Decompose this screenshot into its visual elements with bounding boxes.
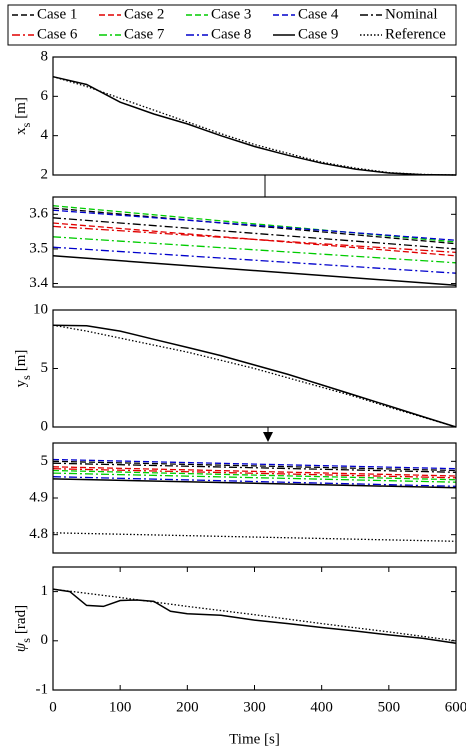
line [52,246,457,274]
legend-label: Case 9 [298,26,338,42]
plot-area [53,57,456,175]
line [52,324,457,428]
y-tick-label: 5 [41,360,49,376]
y-tick-label: 0 [41,418,49,434]
legend-label: Nominal [385,6,438,22]
y-label-symbol: y [13,379,29,387]
line [52,468,457,479]
line [52,205,457,243]
y-tick-label: 3.4 [29,275,48,291]
plot-area [53,197,456,287]
legend-label: Case 7 [124,26,165,42]
x-tick-label: 500 [378,699,401,715]
y-axis-label: ψs [rad] [13,605,32,652]
y-tick-label: 4 [41,127,49,143]
line [52,458,457,470]
line [52,588,457,642]
legend-label: Case 8 [211,26,251,42]
line [52,460,457,472]
legend-label: Case 6 [37,26,78,42]
y-tick-label: 10 [33,301,48,317]
plot-area [53,443,456,553]
y-tick-label: 6 [41,88,49,104]
line [52,236,457,264]
line [52,478,457,489]
line [52,222,457,257]
y-label-unit: [rad] [13,605,29,634]
plot-frame [52,566,457,691]
line [52,225,457,254]
y-label-unit: [m] [13,350,29,372]
y-label-subscript: s [19,638,33,643]
x-tick-label: 600 [445,699,466,715]
legend-label: Case 3 [211,6,251,22]
plot-area [53,310,456,427]
y-label-symbol: ψ [13,642,29,652]
y-tick-label: 0 [41,632,49,648]
x-tick-label: 100 [109,699,132,715]
legend-label: Reference [385,26,446,42]
legend-label: Case 2 [124,6,164,22]
line [52,462,457,473]
y-label-subscript: s [19,375,33,380]
plot-frame [52,56,457,176]
plot-area [53,567,456,690]
y-axis-label: xs [m] [13,97,32,135]
y-axis-label: ys [m] [13,350,32,388]
line [52,469,457,481]
line [52,217,457,250]
y-tick-label: 3.5 [29,240,48,256]
y-tick-label: -1 [36,681,49,697]
line [52,209,457,241]
legend-label: Case 4 [298,6,339,22]
legend-label: Case 1 [37,6,77,22]
y-tick-label: 4.8 [29,526,48,542]
y-tick-label: 8 [41,48,49,64]
y-tick-label: 2 [41,166,49,182]
line [52,472,457,483]
y-tick-label: 4.9 [29,489,48,505]
y-label-unit: [m] [13,97,29,119]
plot-frame [52,196,457,288]
legend-box [7,4,457,46]
y-tick-label: 1 [41,583,49,599]
line [52,532,457,542]
line [52,476,457,487]
x-tick-label: 200 [176,699,199,715]
plot-frame [52,442,457,554]
y-label-symbol: x [13,127,29,135]
line [52,588,457,645]
line [52,76,457,176]
line [52,255,457,287]
plot-frame [52,309,457,428]
x-axis-label: Time [s] [229,731,280,747]
y-tick-label: 5 [41,453,49,469]
y-tick-label: 3.6 [29,206,48,222]
x-tick-label: 300 [243,699,266,715]
line [52,466,457,477]
x-tick-label: 400 [310,699,333,715]
y-label-subscript: s [19,122,33,127]
arrow-head [263,432,273,442]
x-tick-label: 0 [49,699,57,715]
